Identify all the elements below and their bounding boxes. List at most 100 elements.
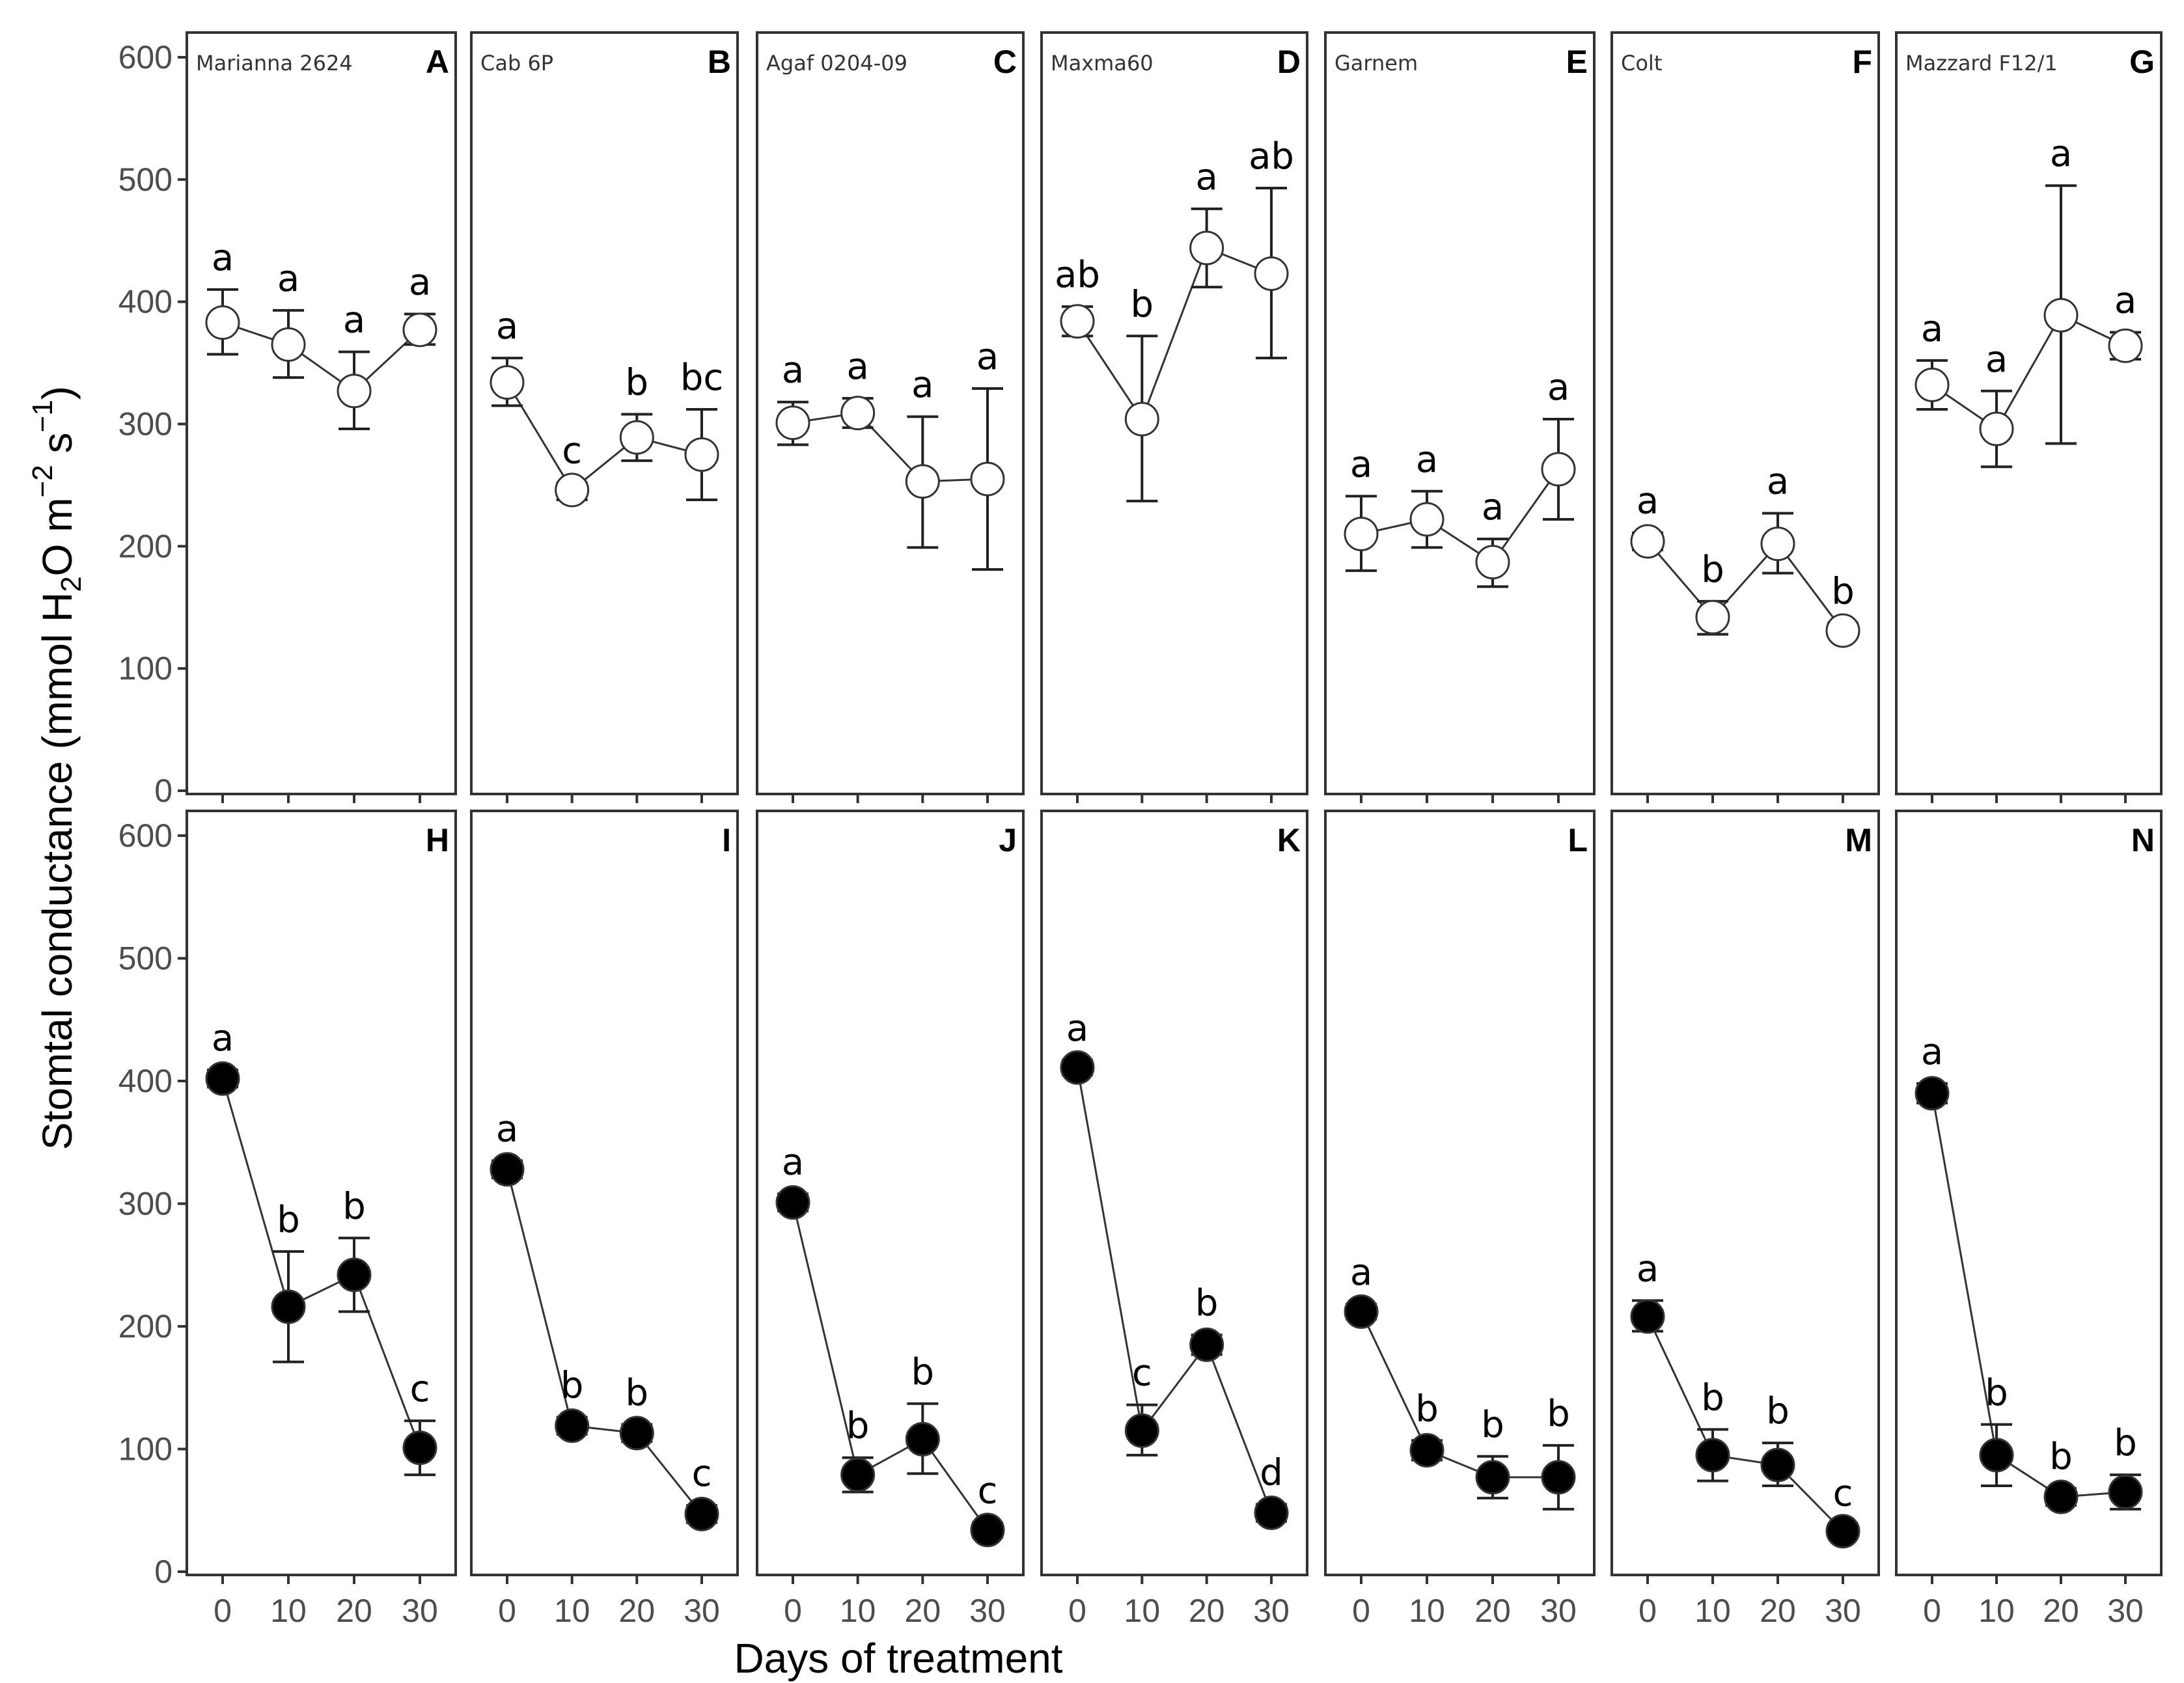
x-tick-label: 30 bbox=[969, 1593, 1006, 1629]
series-line-F bbox=[1646, 540, 1844, 631]
significance-letter: a bbox=[1482, 486, 1504, 528]
data-point bbox=[1630, 1299, 1665, 1334]
significance-letter: a bbox=[343, 299, 365, 342]
data-point bbox=[1124, 402, 1159, 437]
y-tick-label: 600 bbox=[118, 817, 173, 854]
data-point bbox=[1344, 1294, 1379, 1329]
data-point bbox=[402, 312, 437, 348]
series-line-A bbox=[222, 322, 421, 392]
data-point bbox=[775, 405, 810, 441]
significance-letter: b bbox=[1701, 1376, 1724, 1419]
series-line-C bbox=[792, 411, 988, 483]
y-tick-label: 400 bbox=[118, 284, 173, 320]
significance-letter: a bbox=[782, 349, 804, 392]
significance-letter: a bbox=[1921, 1031, 1943, 1073]
significance-letter: c bbox=[562, 430, 582, 472]
series-line-H bbox=[221, 1078, 421, 1449]
data-point bbox=[1409, 1432, 1444, 1468]
data-point bbox=[337, 374, 372, 409]
data-point bbox=[1060, 1050, 1095, 1085]
significance-letter: d bbox=[1260, 1451, 1283, 1494]
y-tick-label: 300 bbox=[118, 406, 173, 443]
significance-letter: c bbox=[692, 1453, 712, 1495]
data-point bbox=[619, 420, 654, 455]
data-point bbox=[1189, 1327, 1224, 1362]
data-point bbox=[1060, 304, 1095, 339]
x-tick-label: 10 bbox=[1694, 1593, 1731, 1629]
x-tick-label: 20 bbox=[619, 1593, 656, 1629]
panel-letter-A: A bbox=[426, 44, 449, 80]
data-point bbox=[1914, 367, 1950, 402]
panel-frame-D bbox=[1040, 31, 1308, 795]
data-point bbox=[1825, 613, 1860, 648]
x-tick-label: 20 bbox=[1760, 1593, 1796, 1629]
significance-letter: b bbox=[626, 361, 649, 404]
y-tick-label: 500 bbox=[118, 940, 173, 977]
significance-letter: a bbox=[976, 336, 999, 378]
data-point bbox=[1825, 1514, 1860, 1549]
data-point bbox=[1475, 1460, 1510, 1495]
data-point bbox=[1254, 1496, 1289, 1531]
series-line-E bbox=[1361, 469, 1560, 564]
significance-letter: b bbox=[1766, 1390, 1790, 1432]
y-tick-label: 500 bbox=[118, 161, 173, 198]
data-point bbox=[1189, 230, 1224, 266]
data-point bbox=[1124, 1413, 1159, 1448]
data-point bbox=[1409, 502, 1444, 537]
data-point bbox=[2108, 328, 2143, 363]
panel-letter-D: D bbox=[1277, 44, 1301, 80]
x-tick-label: 10 bbox=[270, 1593, 307, 1629]
significance-letter: a bbox=[1196, 156, 1218, 198]
significance-letter: a bbox=[1921, 308, 1943, 350]
data-point bbox=[684, 1496, 719, 1531]
x-tick-label: 20 bbox=[1189, 1593, 1225, 1629]
data-point bbox=[205, 305, 240, 340]
data-point bbox=[905, 464, 940, 499]
cultivar-label-A: Marianna 2624 bbox=[196, 51, 353, 75]
cultivar-label-E: Garnem bbox=[1334, 51, 1418, 75]
data-point bbox=[490, 1152, 525, 1187]
y-tick-label: 200 bbox=[118, 1308, 173, 1345]
x-tick-label: 10 bbox=[1978, 1593, 2015, 1629]
data-point bbox=[555, 472, 590, 508]
series-line-D bbox=[1076, 247, 1272, 422]
significance-letter: b bbox=[1131, 283, 1154, 325]
significance-letter: a bbox=[782, 1141, 804, 1183]
data-point bbox=[1760, 1447, 1795, 1483]
significance-letter: a bbox=[1767, 461, 1789, 503]
data-point bbox=[2108, 1474, 2143, 1509]
x-tick-label: 0 bbox=[498, 1593, 516, 1629]
data-point bbox=[1979, 411, 2014, 446]
significance-letter: a bbox=[1637, 1248, 1659, 1290]
series-line-K bbox=[1076, 1067, 1273, 1514]
significance-letter: b bbox=[277, 1199, 300, 1241]
significance-letter: b bbox=[1701, 549, 1724, 591]
significance-letter: c bbox=[978, 1470, 998, 1512]
series-line-L bbox=[1360, 1311, 1558, 1479]
y-axis-title-part: 2 bbox=[55, 576, 87, 592]
data-point bbox=[2043, 297, 2079, 333]
panel-letter-E: E bbox=[1566, 44, 1588, 80]
y-tick-label: 0 bbox=[154, 1553, 173, 1590]
x-tick-label: 30 bbox=[684, 1593, 720, 1629]
y-tick-label: 100 bbox=[118, 650, 173, 687]
y-axis-title-part: −2 bbox=[27, 465, 59, 497]
panel-frame-I bbox=[470, 810, 739, 1576]
data-point bbox=[1695, 599, 1730, 635]
cultivar-label-B: Cab 6P bbox=[480, 51, 553, 75]
data-point bbox=[555, 1408, 590, 1444]
x-tick-label: 20 bbox=[2043, 1593, 2079, 1629]
data-point bbox=[970, 461, 1005, 497]
y-tick-label: 0 bbox=[154, 773, 173, 809]
data-point bbox=[684, 437, 719, 472]
x-tick-label: 0 bbox=[1923, 1593, 1941, 1629]
significance-letter: b bbox=[342, 1185, 366, 1227]
significance-letter: a bbox=[1985, 338, 2008, 381]
x-tick-label: 0 bbox=[214, 1593, 232, 1629]
data-point bbox=[1541, 452, 1576, 487]
data-point bbox=[619, 1416, 654, 1451]
panel-frame-C bbox=[756, 31, 1025, 795]
data-point bbox=[1475, 545, 1510, 580]
x-tick-label: 30 bbox=[1540, 1593, 1577, 1629]
